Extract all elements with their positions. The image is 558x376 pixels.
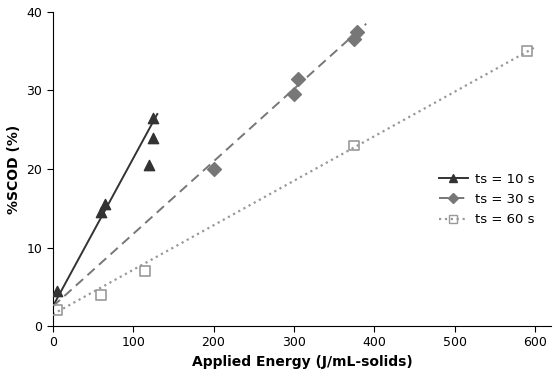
Point xyxy=(149,135,158,141)
Point xyxy=(290,91,299,97)
Point xyxy=(209,166,218,172)
Point xyxy=(294,76,302,82)
Point xyxy=(352,29,361,35)
Legend: ts = 10 s, ts = 30 s, ts = 60 s: ts = 10 s, ts = 30 s, ts = 60 s xyxy=(434,167,540,232)
Point xyxy=(522,48,531,54)
Point xyxy=(52,288,61,294)
Point xyxy=(350,36,359,42)
Point xyxy=(149,115,158,121)
Point xyxy=(52,307,61,313)
Point xyxy=(145,162,153,168)
Point xyxy=(97,292,105,298)
Point xyxy=(350,143,359,149)
Point xyxy=(141,268,150,274)
X-axis label: Applied Energy (J/mL-solids): Applied Energy (J/mL-solids) xyxy=(191,355,412,369)
Point xyxy=(100,201,109,207)
Point xyxy=(97,209,105,215)
Y-axis label: %SCOD (%): %SCOD (%) xyxy=(7,124,21,214)
